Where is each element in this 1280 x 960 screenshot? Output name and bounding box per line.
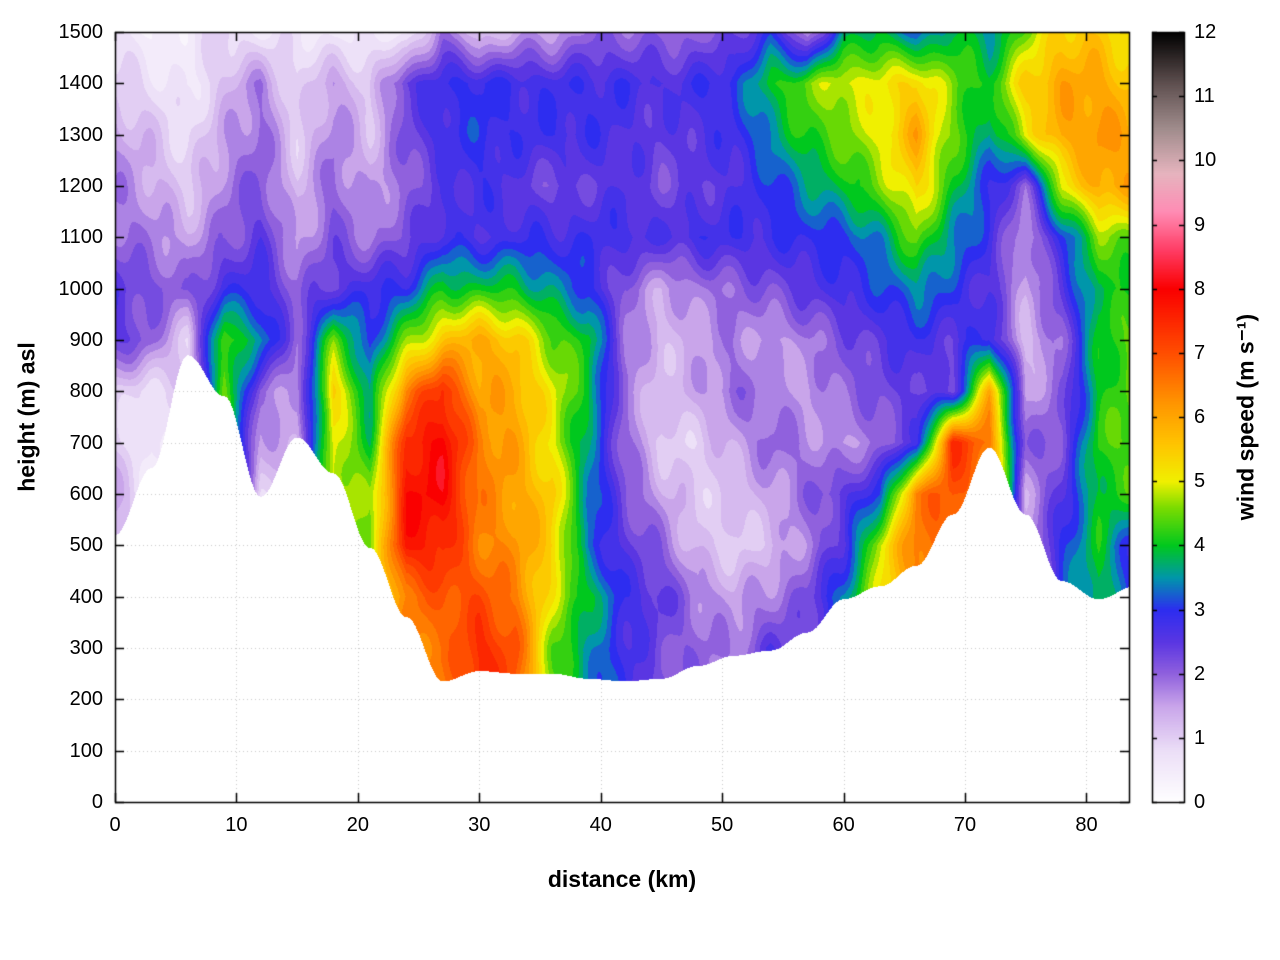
x-axis-title: distance (km): [547, 866, 697, 892]
y-axis-title: height (m) asl: [13, 342, 40, 492]
colorbar-title: wind speed (m s⁻¹): [1232, 313, 1259, 521]
